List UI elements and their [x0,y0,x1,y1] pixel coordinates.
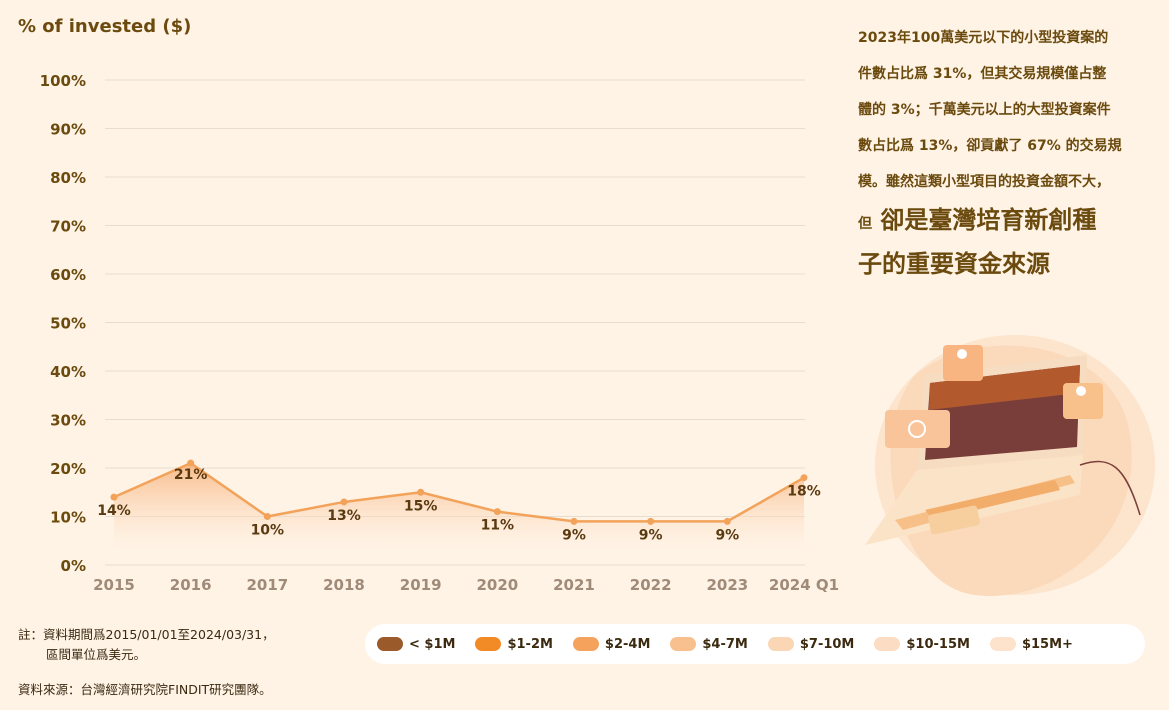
x-tick-label: 2018 [323,576,365,594]
x-tick-label: 2017 [246,576,288,594]
side-prefix: 但 [858,216,872,232]
x-tick-label: 2021 [553,576,595,594]
data-point [647,517,655,525]
side-line-4: 數占比爲 13%，卻貢獻了 67% 的交易規 [858,138,1122,154]
y-tick-label: 100% [40,72,86,90]
y-tick-label: 0% [61,557,86,575]
legend-swatch [874,637,901,651]
side-line-3: 體的 3%；千萬美元以上的大型投資案件 [858,102,1111,118]
area-chart: 0% 10% 20% 30% 40% 50% 60% 70% 80% 90% 100% 14% 21%… [40,72,839,594]
y-tick-label: 30% [50,412,86,430]
legend-item: < $1M [377,637,455,652]
chart-note: 註：資料期間爲2015/01/01至2024/03/31， 區間單位爲美元。 [18,625,275,665]
data-point [187,459,195,467]
data-point [493,508,501,516]
data-label: 10% [251,523,285,539]
side-emphasis-2: 子的重要資金來源 [858,250,1050,278]
legend-item: $1-2M [475,636,553,652]
side-emphasis-1: 但 卻是臺灣培育新創種 [858,200,1158,244]
chart-title: % of invested ($) [18,16,192,37]
data-label: 9% [715,527,739,543]
x-tick-label: 2019 [400,576,442,594]
legend-label: $2-4M [604,636,651,652]
legend-swatch [767,637,794,651]
legend-swatch [989,637,1016,651]
side-line-1: 2023年100萬美元以下的小型投資案的 [858,30,1109,46]
y-tick-label: 10% [50,509,86,527]
data-point [570,517,578,525]
side-emph-text-1: 卻是臺灣培育新創種 [880,206,1097,234]
note-line-1: 註：資料期間爲2015/01/01至2024/03/31， [18,627,275,642]
y-tick-label: 40% [50,363,86,381]
data-label: 9% [562,527,586,543]
legend-swatch [475,637,502,651]
x-tick-label: 2020 [476,576,518,594]
data-label: 21% [174,467,208,483]
legend-label: $10-15M [906,636,970,652]
data-label: 13% [327,508,361,524]
data-point [340,498,348,506]
legend-swatch [670,637,697,651]
legend-swatch [572,637,599,651]
x-tick-label: 2023 [706,576,748,594]
x-tick-label: 2015 [93,576,135,594]
data-point [417,488,425,496]
laptop-illustration [865,335,1155,596]
y-tick-label: 60% [50,266,86,284]
legend-label: < $1M [409,636,456,652]
legend-item: $10-15M [874,637,970,652]
chart-area: % of invested ($) 0% 10% 20% 30% 40% 50% 60% 70… [18,16,839,594]
legend-item: $7-10M [767,636,855,652]
side-description: 2023年100萬美元以下的小型投資案的 件數占比爲 31%，但其交易規模僅占整… [858,20,1158,284]
legend-label: $15M+ [1021,636,1073,652]
x-tick-label: 2016 [170,576,212,594]
data-point [723,517,731,525]
x-tick-label: 2024 Q1 [769,576,839,594]
data-label: 15% [404,498,438,514]
x-tick-label: 2022 [630,576,672,594]
y-tick-label: 80% [50,169,86,187]
side-line-2: 件數占比爲 31%，但其交易規模僅占整 [858,66,1107,82]
data-label: 9% [639,527,663,543]
area-fill [114,463,804,550]
legend-item: $4-7M [670,636,748,652]
legend-item: $2-4M [572,636,651,652]
note-line-2: 區間單位爲美元。 [46,647,147,662]
data-point [110,493,118,501]
side-line-5: 模。雖然這類小型項目的投資金額不大， [858,174,1110,190]
data-point [800,474,808,482]
legend-label: $4-7M [702,636,748,652]
y-tick-label: 90% [50,121,86,139]
legend: < $1M $1-2M $2-4M $4-7M $7-10M $10-15M $15M+ [365,624,1145,664]
data-source: 資料來源：台灣經濟研究院FINDIT研究團隊。 [18,682,272,697]
legend-item: $15M+ [989,636,1073,652]
data-label: 14% [97,503,131,519]
legend-label: $7-10M [799,636,855,652]
legend-swatch [377,637,403,651]
legend-label: $1-2M [507,636,553,652]
y-tick-label: 70% [50,218,86,236]
y-tick-label: 20% [50,460,86,478]
series-line [113,461,805,523]
y-tick-label: 50% [50,315,86,333]
data-point [263,513,271,520]
data-label: 18% [787,484,821,500]
data-label: 11% [481,518,515,534]
